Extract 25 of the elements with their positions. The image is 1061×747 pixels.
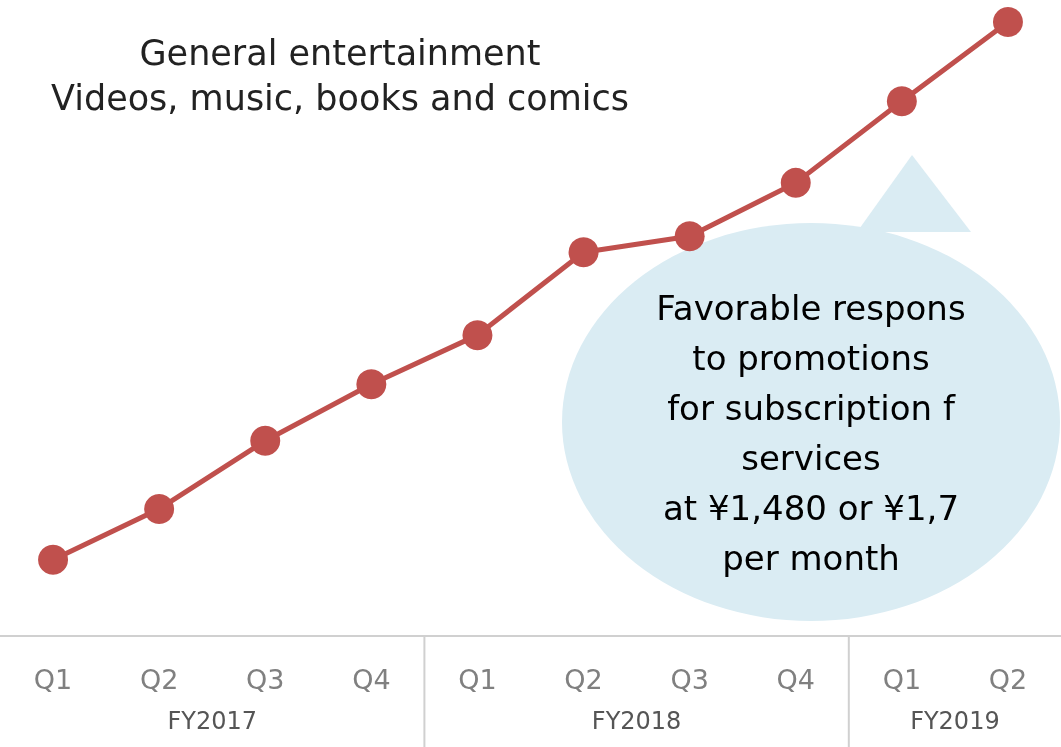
- text: FY2019: [910, 707, 1000, 735]
- point: [780, 167, 811, 198]
- x-tick-label: Q2: [139, 664, 179, 695]
- x-tick-label: Q3: [246, 664, 285, 695]
- point: [38, 544, 69, 575]
- point: [886, 86, 917, 117]
- x-tick-label: Q1: [882, 664, 922, 695]
- x-tick-label: Q3: [670, 664, 709, 695]
- x-tick-label: Q2: [988, 664, 1028, 695]
- x-tick-label: Q4: [352, 664, 391, 695]
- point: [144, 493, 175, 524]
- point: [568, 237, 599, 268]
- point: [992, 7, 1023, 37]
- annotation: General entertainment Videos, music, books and comics: [51, 32, 629, 118]
- text: FY2018: [591, 707, 682, 735]
- annotation: Favorable respons to promotions for subscription f services at ¥1,480 or ¥1,7 per month: [655, 287, 967, 580]
- point: [250, 425, 281, 456]
- point: [462, 320, 493, 351]
- x-tick-label: Q4: [776, 664, 815, 695]
- point: [356, 369, 387, 400]
- point: [674, 221, 705, 252]
- x-tick-label: Q1: [33, 664, 73, 695]
- x-tick-label: Q1: [458, 664, 497, 695]
- text: FY2017: [167, 707, 257, 735]
- x-tick-label: Q2: [564, 664, 603, 695]
